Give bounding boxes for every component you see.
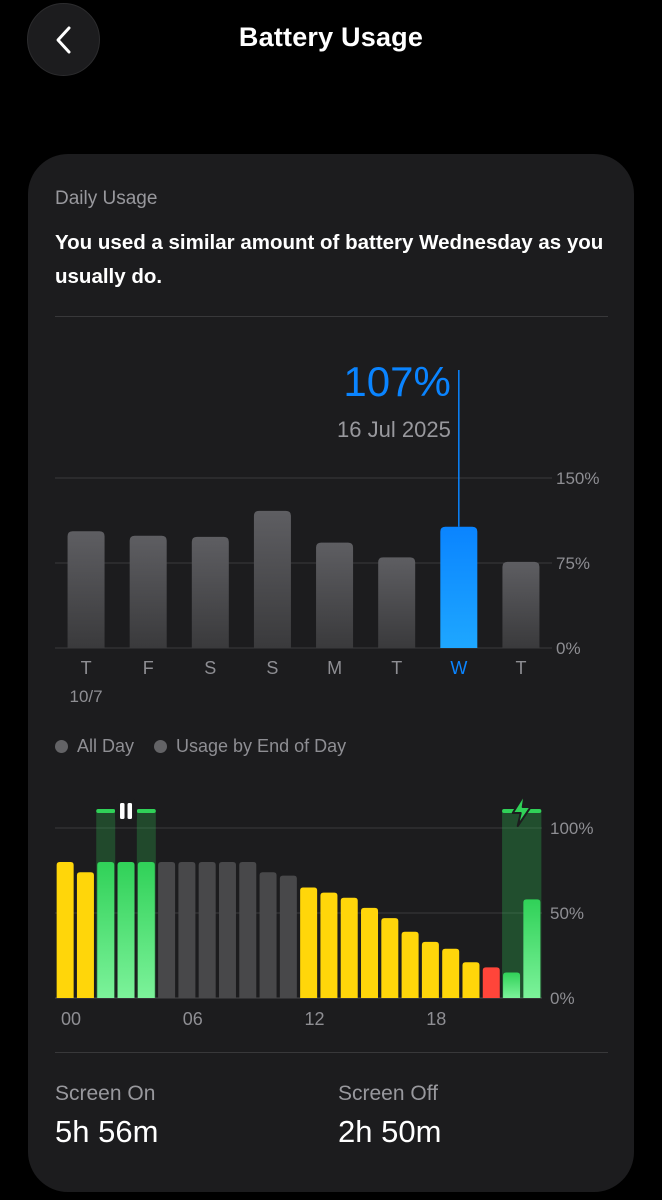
- legend-dot: [154, 740, 168, 753]
- selected-date-label: 16 Jul 2025: [337, 417, 451, 442]
- x-tick-label: T: [391, 658, 402, 678]
- selected-value-label: 107%: [343, 358, 450, 405]
- hour-bar: [482, 967, 500, 998]
- hour-bar: [158, 862, 176, 998]
- screen-on-value: 5h 56m: [55, 1114, 159, 1149]
- back-button[interactable]: [27, 3, 100, 76]
- day-bar: [378, 557, 416, 648]
- screen-on-stat: Screen On 5h 56m: [55, 1082, 158, 1150]
- day-bar: [191, 536, 229, 648]
- hour-bar: [137, 862, 155, 998]
- x-tick-label: F: [143, 658, 154, 678]
- hour-bar: [97, 862, 115, 998]
- hour-bar: [421, 941, 439, 998]
- legend-label: All Day: [77, 736, 135, 756]
- hour-bar: [218, 862, 236, 998]
- day-bar: [253, 510, 291, 648]
- hour-bar: [401, 931, 419, 998]
- hour-bar: [239, 862, 257, 998]
- hour-bar: [76, 872, 94, 998]
- section-label: Daily Usage: [55, 188, 158, 209]
- screen-off-value: 2h 50m: [338, 1114, 442, 1149]
- hour-bar: [259, 872, 277, 998]
- daily-usage-card: Daily Usage You used a similar amount of…: [28, 154, 634, 1192]
- day-bar: [316, 542, 354, 648]
- legend-dot: [55, 740, 68, 753]
- hour-bar: [178, 862, 196, 998]
- divider: [55, 1052, 608, 1053]
- x-tick-label: T: [515, 658, 526, 678]
- screen-on-label: Screen On: [55, 1082, 156, 1105]
- y-tick-label: 0%: [556, 639, 581, 658]
- x-tick-label: W: [450, 658, 467, 678]
- y-tick-label: 100%: [550, 819, 593, 838]
- day-bar: [502, 561, 540, 648]
- chart-legend: All Day Usage by End of Day: [55, 736, 346, 757]
- battery-level-chart[interactable]: 0% 50% 100% 00 06 12 18: [28, 784, 634, 1029]
- hour-bar: [320, 892, 338, 998]
- y-tick-label: 0%: [550, 989, 575, 1008]
- hour-bar: [300, 887, 318, 998]
- divider: [55, 316, 608, 317]
- screen-off-stat: Screen Off 2h 50m: [338, 1082, 441, 1150]
- hour-bar: [503, 972, 521, 998]
- y-tick-label: 150%: [556, 469, 599, 488]
- x-tick-label: 00: [61, 1009, 81, 1029]
- paused-cap: [96, 809, 116, 813]
- hour-bar: [442, 948, 460, 998]
- x-tick-label: S: [266, 658, 278, 678]
- usage-summary: You used a similar amount of battery Wed…: [55, 231, 604, 288]
- screen-off-label: Screen Off: [338, 1082, 438, 1105]
- legend-all-day[interactable]: All Day: [55, 736, 134, 757]
- hour-bar: [56, 862, 74, 998]
- hour-bar: [279, 875, 297, 998]
- x-tick-label: 18: [426, 1009, 446, 1029]
- selected-day-bar: [440, 526, 478, 648]
- page-title: Battery Usage: [238, 22, 424, 52]
- hour-bar: [198, 862, 216, 998]
- x-tick-label: M: [327, 658, 342, 678]
- hour-bar: [381, 918, 399, 998]
- x-tick-label: S: [204, 658, 216, 678]
- y-tick-label: 50%: [550, 904, 584, 923]
- day-bar: [67, 531, 105, 648]
- x-tick-sublabel: 10/7: [70, 687, 103, 706]
- chevron-left-icon: [56, 26, 70, 53]
- day-bar: [129, 535, 167, 648]
- hour-bar: [361, 907, 379, 998]
- hour-bar: [340, 897, 358, 998]
- legend-label: Usage by End of Day: [176, 736, 347, 756]
- hour-bar: [523, 899, 541, 998]
- x-tick-label: 12: [305, 1009, 325, 1029]
- paused-cap: [136, 809, 156, 813]
- charging-bolt-icon: [511, 793, 532, 827]
- hour-bar: [117, 862, 135, 998]
- legend-end-of-day[interactable]: Usage by End of Day: [154, 736, 346, 757]
- daily-usage-chart[interactable]: 0% 75% 150% T 10/7 F S S M T W T 107% 16 Jul 2025: [28, 344, 634, 744]
- x-tick-label: T: [81, 658, 92, 678]
- pause-icon: [115, 798, 138, 824]
- y-tick-label: 75%: [556, 554, 590, 573]
- x-tick-label: 06: [183, 1009, 203, 1029]
- hour-bar: [462, 962, 480, 998]
